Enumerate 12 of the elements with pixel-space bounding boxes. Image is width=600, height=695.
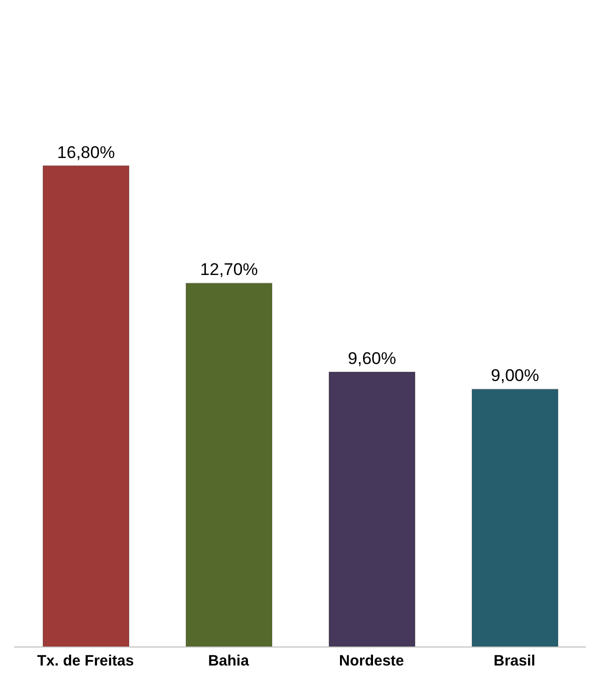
x-tick-label: Bahia: [208, 652, 250, 670]
bar: [42, 165, 130, 648]
x-tick-label: Nordeste: [338, 652, 404, 670]
x-tick-label: Brasil: [494, 652, 536, 670]
x-tick-label: Tx. de Freitas: [37, 652, 134, 670]
bar: [472, 388, 558, 648]
bar: [328, 372, 416, 648]
data-label: 12,70%: [200, 260, 258, 280]
data-label: 9,60%: [348, 349, 396, 368]
bar: [186, 282, 272, 648]
data-label: 16,80%: [57, 142, 115, 162]
data-label: 9,00%: [490, 366, 540, 386]
